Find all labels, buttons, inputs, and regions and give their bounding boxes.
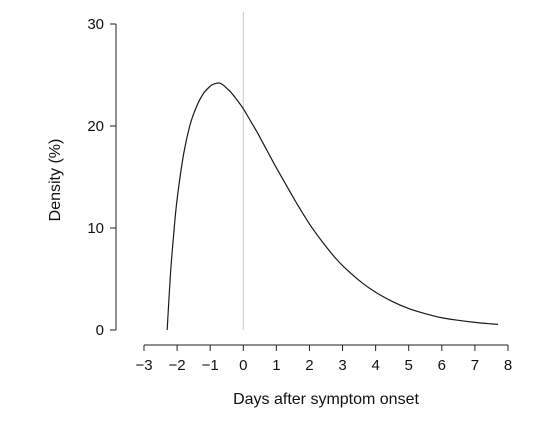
x-tick-label: −1	[202, 357, 219, 374]
y-axis: 0 10 20 30	[87, 16, 117, 339]
x-tick-label: −2	[169, 357, 186, 374]
x-tick-label: 0	[239, 357, 247, 374]
y-tick-label: 20	[87, 118, 104, 135]
x-tick-label: 7	[471, 357, 479, 374]
x-axis-title: Days after symptom onset	[233, 391, 419, 408]
x-tick-label: 5	[405, 357, 413, 374]
x-tick-label: −3	[135, 357, 152, 374]
x-tick-label: 3	[338, 357, 346, 374]
y-tick-label: 0	[96, 322, 104, 339]
x-tick-label: 1	[272, 357, 280, 374]
x-tick-label: 6	[438, 357, 446, 374]
x-tick-label: 4	[371, 357, 379, 374]
density-curve	[166, 82, 499, 331]
x-tick-label: 2	[305, 357, 313, 374]
x-tick-label: 8	[504, 357, 512, 374]
y-tick-label: 30	[87, 16, 104, 33]
y-tick-label: 10	[87, 220, 104, 237]
x-axis: −3 −2 −1 0 1 2 3 4 5 6 7 8	[135, 344, 512, 374]
y-axis-title: Density (%)	[47, 139, 64, 222]
